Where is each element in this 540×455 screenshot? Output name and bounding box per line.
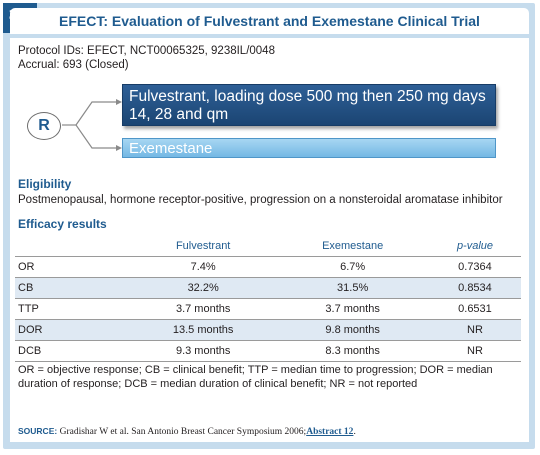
arm-fulvestrant: Fulvestrant, loading dose 500 mg then 25… (122, 84, 496, 126)
eligibility-text: Postmenopausal, hormone receptor-positiv… (18, 194, 503, 206)
table-row: DOR 13.5 months 9.8 months NR (15, 319, 521, 341)
abstract-link[interactable]: Abstract 12 (306, 427, 354, 437)
table-cell: 0.6531 (428, 298, 521, 320)
table-row: DCB 9.3 months 8.3 months NR (15, 340, 521, 362)
efficacy-table: Fulvestrant Exemestane p-value OR 7.4% 6… (15, 235, 521, 362)
eligibility-heading: Eligibility (18, 177, 72, 191)
column-header: p-value (428, 235, 521, 257)
table-cell: 32.2% (130, 277, 277, 299)
table-cell: 6.7% (276, 256, 429, 278)
protocol-ids: Protocol IDs: EFECT, NCT00065325, 9238IL… (18, 45, 275, 57)
protocol-info: Protocol IDs: EFECT, NCT00065325, 9238IL… (18, 44, 275, 72)
table-cell: NR (428, 319, 521, 341)
table-cell: TTP (15, 298, 130, 320)
table-row: CB 32.2% 31.5% 0.8534 (15, 277, 521, 299)
efficacy-heading: Efficacy results (18, 217, 107, 231)
content-panel: Protocol IDs: EFECT, NCT00065325, 9238IL… (10, 38, 529, 442)
table-cell: DOR (15, 319, 130, 341)
table-header-row: Fulvestrant Exemestane p-value (15, 235, 521, 257)
table-cell: 0.8534 (428, 277, 521, 299)
source-end: . (353, 427, 356, 437)
source-text: Gradishar W et al. San Antonio Breast Ca… (59, 427, 307, 437)
table-cell: 7.4% (130, 256, 277, 278)
abbreviation-footnote: OR = objective response; CB = clinical b… (18, 364, 493, 390)
table-cell: 31.5% (276, 277, 429, 299)
randomization-circle: R (27, 112, 61, 140)
table-cell: CB (15, 277, 130, 299)
schema-arrows (62, 99, 122, 151)
table-row: OR 7.4% 6.7% 0.7364 (15, 256, 521, 278)
source-citation: SOURCE: Gradishar W et al. San Antonio B… (18, 426, 356, 437)
figure-title: EFECT: Evaluation of Fulvestrant and Exe… (10, 8, 529, 34)
table-cell: 3.7 months (276, 298, 429, 320)
table-cell: 8.3 months (276, 340, 429, 362)
table-cell: DCB (15, 340, 130, 362)
accrual: Accrual: 693 (Closed) (18, 59, 129, 71)
table-cell: NR (428, 340, 521, 362)
column-header (15, 235, 130, 257)
table-cell: 3.7 months (130, 298, 277, 320)
table-cell: 9.3 months (130, 340, 277, 362)
table-cell: OR (15, 256, 130, 278)
table-row: TTP 3.7 months 3.7 months 0.6531 (15, 298, 521, 320)
column-header: Fulvestrant (130, 235, 277, 257)
table-cell: 0.7364 (428, 256, 521, 278)
arm-exemestane: Exemestane (122, 138, 496, 158)
table-cell: 9.8 months (276, 319, 429, 341)
table-cell: 13.5 months (130, 319, 277, 341)
column-header: Exemestane (276, 235, 429, 257)
source-label: SOURCE: (18, 426, 58, 436)
